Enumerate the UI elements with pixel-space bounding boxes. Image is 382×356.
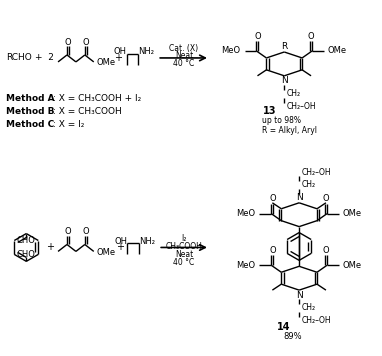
Text: O: O (83, 38, 89, 47)
Text: OMe: OMe (328, 47, 347, 56)
Text: : X = CH₃COOH + I₂: : X = CH₃COOH + I₂ (53, 94, 141, 103)
Text: up to 98%: up to 98% (262, 116, 301, 125)
Text: O: O (254, 32, 261, 41)
Text: OMe: OMe (97, 248, 116, 257)
Text: OH: OH (114, 237, 127, 246)
Text: +: + (113, 53, 121, 63)
Text: Method C: Method C (6, 120, 55, 129)
Text: MeO: MeO (236, 261, 256, 270)
Text: N: N (296, 290, 303, 300)
Text: 89%: 89% (283, 332, 302, 341)
Text: R: R (281, 42, 287, 51)
Text: O: O (65, 38, 71, 47)
Text: Neat: Neat (175, 250, 193, 259)
Text: R = Alkyl, Aryl: R = Alkyl, Aryl (262, 126, 317, 135)
Text: CH₂: CH₂ (301, 180, 315, 189)
Text: Neat: Neat (175, 52, 193, 61)
Text: 40 °C: 40 °C (173, 258, 195, 267)
Text: RCHO: RCHO (6, 53, 32, 62)
Text: OH: OH (113, 47, 126, 57)
Text: Method B: Method B (6, 107, 55, 116)
Text: CH₂: CH₂ (286, 89, 300, 98)
Text: I₂: I₂ (181, 234, 187, 243)
Text: CH₂–OH: CH₂–OH (301, 316, 331, 325)
Text: : X = I₂: : X = I₂ (53, 120, 84, 129)
Text: NH₂: NH₂ (139, 237, 155, 246)
Text: CH₂: CH₂ (301, 303, 315, 313)
Text: Method A: Method A (6, 94, 55, 103)
Text: MeO: MeO (236, 209, 256, 218)
Text: 13: 13 (262, 105, 276, 116)
Text: +  2: + 2 (35, 53, 54, 62)
Text: CH₃COOH: CH₃COOH (166, 242, 202, 251)
Text: +: + (116, 242, 123, 252)
Text: OMe: OMe (343, 261, 362, 270)
Text: OMe: OMe (97, 58, 116, 67)
Text: OMe: OMe (343, 209, 362, 218)
Text: CHO: CHO (17, 236, 36, 245)
Text: 40 °C: 40 °C (173, 59, 195, 68)
Text: O: O (83, 227, 89, 236)
Text: 14: 14 (277, 322, 291, 332)
Text: CH₂–OH: CH₂–OH (301, 168, 331, 177)
Text: N: N (281, 76, 288, 85)
Text: CHO: CHO (17, 250, 36, 259)
Text: MeO: MeO (222, 47, 241, 56)
Text: CH₂–OH: CH₂–OH (286, 102, 316, 111)
Text: NH₂: NH₂ (138, 47, 154, 57)
Text: O: O (65, 227, 71, 236)
Text: O: O (269, 246, 276, 255)
Text: O: O (323, 246, 329, 255)
Text: O: O (323, 194, 329, 203)
Text: O: O (269, 194, 276, 203)
Text: O: O (308, 32, 314, 41)
Text: +: + (46, 242, 54, 252)
Text: : X = CH₃COOH: : X = CH₃COOH (53, 107, 122, 116)
Text: Cat. (X): Cat. (X) (170, 43, 199, 53)
Text: N: N (296, 193, 303, 202)
